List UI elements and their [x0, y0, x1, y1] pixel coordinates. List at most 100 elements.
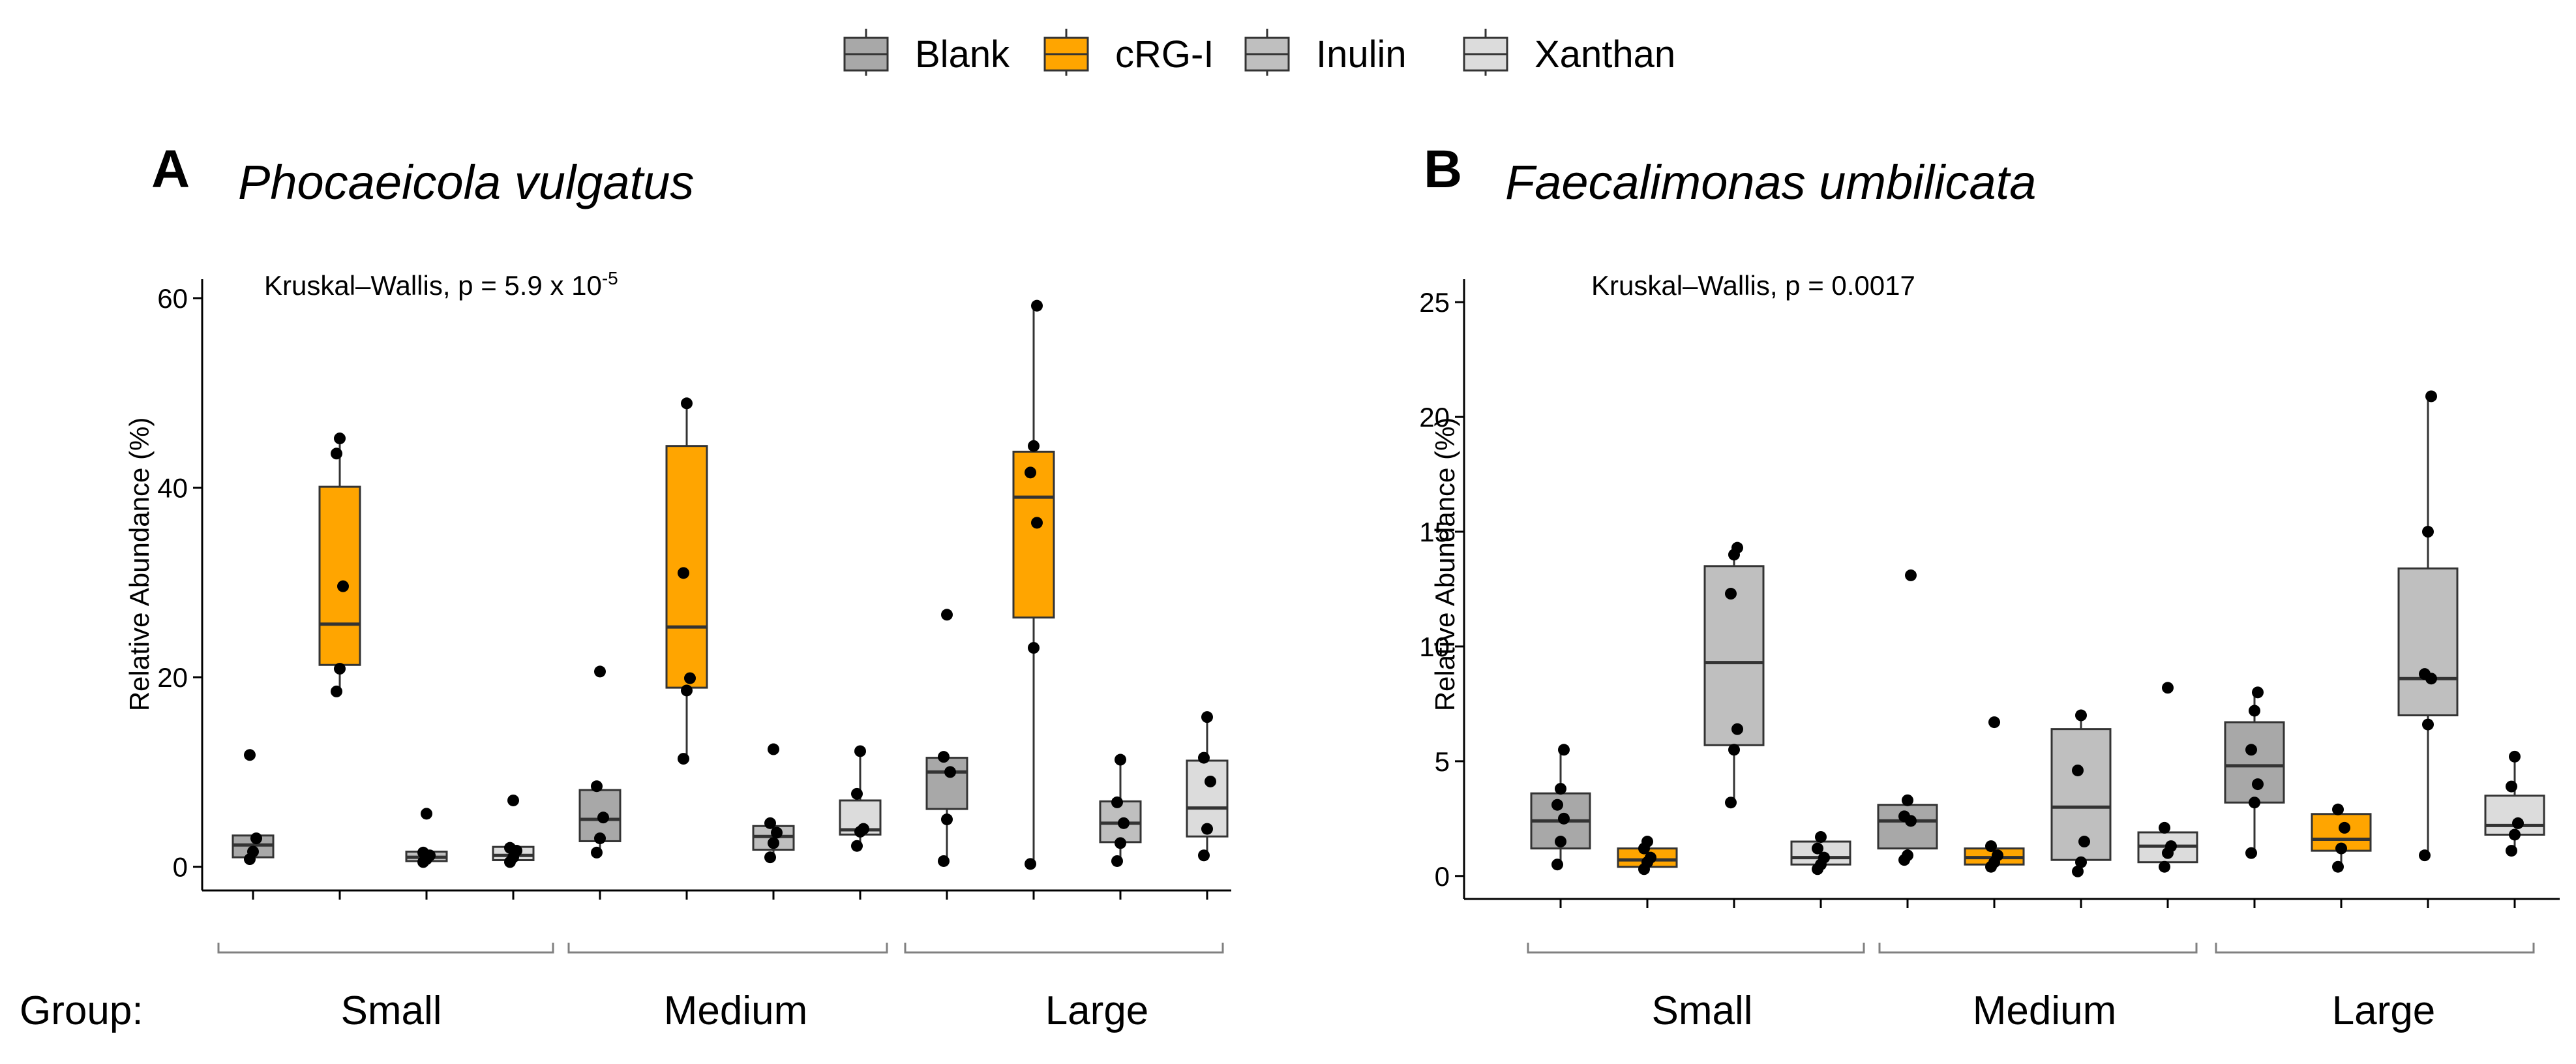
- data-point: [678, 753, 689, 765]
- data-point: [1201, 823, 1213, 835]
- data-point: [2249, 705, 2260, 717]
- box-iqr: [1877, 804, 1938, 850]
- group-label: Medium: [1973, 988, 2117, 1033]
- data-point: [684, 672, 696, 684]
- data-point: [1111, 796, 1123, 808]
- data-point: [851, 787, 863, 800]
- data-point: [2506, 845, 2517, 857]
- data-point: [1031, 299, 1043, 312]
- data-point: [2245, 744, 2257, 756]
- box-small-inulin: [1703, 541, 1765, 908]
- stat-prefix: Kruskal–Wallis, p = 5.9 x 10: [264, 270, 602, 301]
- box-small-inulin: [405, 808, 448, 900]
- data-point: [941, 609, 953, 621]
- data-point: [681, 684, 693, 697]
- data-point: [2506, 780, 2517, 793]
- data-point: [2512, 817, 2524, 829]
- data-point: [2075, 856, 2087, 868]
- data-point: [1731, 723, 1743, 735]
- data-point: [2419, 849, 2431, 862]
- y-tick-label: 20: [157, 662, 188, 693]
- data-point: [1818, 851, 1830, 864]
- box-small-blank: [1530, 744, 1591, 908]
- y-tick-label: 20: [1419, 402, 1450, 433]
- data-point: [1731, 541, 1743, 554]
- box-iqr: [2397, 567, 2459, 717]
- box-iqr: [2484, 795, 2545, 836]
- data-point: [681, 397, 693, 410]
- legend: Blank cRG-I Inulin Xanthan: [843, 29, 1675, 76]
- data-point: [421, 808, 432, 820]
- group-bracket: [904, 943, 1224, 954]
- legend-item: Blank: [843, 29, 1010, 76]
- data-point: [244, 749, 256, 761]
- data-point: [2245, 847, 2257, 859]
- data-point: [768, 837, 779, 849]
- data-point: [1205, 775, 1216, 787]
- data-point: [854, 745, 866, 757]
- y-tick-label: 0: [1435, 861, 1450, 892]
- box-medium-crg-i: [665, 397, 708, 900]
- data-point: [764, 851, 776, 864]
- box-iqr: [665, 445, 708, 689]
- data-point: [1992, 849, 2003, 862]
- data-point: [851, 840, 863, 852]
- y-axis-label: Relative Abundance (%): [124, 418, 155, 712]
- y-tick-label: 60: [157, 283, 188, 314]
- data-point: [1201, 711, 1213, 723]
- y-tick-label: 5: [1435, 746, 1450, 777]
- data-point: [591, 780, 603, 793]
- box-large-xanthan: [1186, 711, 1229, 900]
- group-bracket: [567, 943, 888, 954]
- data-point: [334, 433, 346, 445]
- group-label: Medium: [664, 988, 808, 1033]
- data-point: [2159, 860, 2170, 873]
- box-large-crg-i: [2311, 803, 2372, 908]
- data-point: [2162, 682, 2174, 694]
- data-point: [1902, 794, 1913, 806]
- data-point: [594, 665, 606, 678]
- data-point: [594, 832, 606, 845]
- data-point: [1111, 855, 1123, 867]
- data-point: [2078, 836, 2090, 848]
- data-point: [1115, 837, 1126, 849]
- data-point: [1031, 517, 1043, 529]
- data-point: [1025, 858, 1036, 870]
- group-bracket: [2215, 943, 2535, 954]
- data-point: [247, 845, 259, 858]
- data-point: [1555, 783, 1566, 795]
- box-medium-blank: [578, 665, 622, 900]
- box-small-blank: [232, 749, 275, 900]
- data-point: [1551, 859, 1563, 871]
- box-large-blank: [925, 609, 968, 900]
- data-point: [1725, 588, 1737, 600]
- group-bracket: [1527, 943, 1865, 954]
- box-small-crg-i: [1617, 836, 1678, 908]
- data-point: [941, 813, 953, 826]
- plot-area: 0 20 40 60 Small Medium Large: [157, 279, 1231, 1033]
- data-point: [1902, 849, 1913, 862]
- box-medium-crg-i: [1964, 716, 2025, 908]
- data-point: [1028, 440, 1040, 452]
- data-point: [2509, 828, 2521, 841]
- data-point: [1551, 798, 1563, 811]
- box-medium-xanthan: [839, 745, 882, 900]
- data-point: [331, 685, 342, 697]
- stat-annotation: Kruskal–Wallis, p = 5.9 x 10-5: [264, 268, 618, 301]
- box-medium-blank: [1877, 569, 1938, 908]
- box-iqr: [1012, 450, 1055, 619]
- data-point: [1198, 849, 1210, 862]
- y-axis-label: Relative Abundance (%): [1430, 418, 1460, 712]
- data-point: [764, 817, 776, 829]
- data-point: [2072, 865, 2084, 877]
- box-medium-xanthan: [2137, 682, 2198, 908]
- group-axis-label: Group:: [20, 988, 143, 1033]
- data-point: [1558, 744, 1570, 756]
- data-point: [2509, 750, 2521, 763]
- data-point: [1815, 831, 1827, 843]
- data-point: [1641, 836, 1653, 848]
- box-large-xanthan: [2484, 750, 2545, 908]
- group-label: Large: [2332, 988, 2436, 1033]
- box-medium-inulin: [2050, 709, 2112, 908]
- data-point: [1645, 851, 1656, 864]
